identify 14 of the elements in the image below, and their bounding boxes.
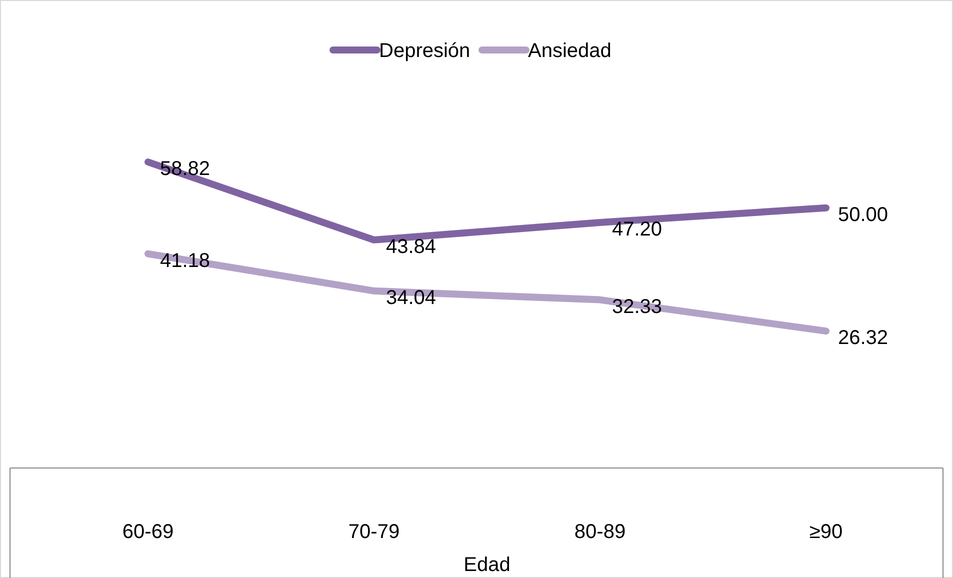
- legend-label: Depresión: [379, 40, 470, 62]
- data-label: 32.33: [612, 296, 662, 318]
- legend-label: Ansiedad: [528, 40, 612, 62]
- data-label: 34.04: [386, 286, 436, 309]
- data-label: 43.84: [386, 236, 436, 258]
- x-tick-label: ≥90: [809, 521, 843, 543]
- x-tick-label: 70-79: [348, 521, 400, 543]
- data-label: 47.20: [612, 218, 662, 240]
- x-axis-title: Edad: [464, 554, 510, 576]
- data-label: 41.18: [160, 250, 210, 272]
- data-label: 50.00: [838, 204, 888, 226]
- data-label: 26.32: [838, 327, 888, 350]
- x-tick-label: 80-89: [574, 521, 626, 543]
- x-tick-label: 60-69: [122, 521, 174, 543]
